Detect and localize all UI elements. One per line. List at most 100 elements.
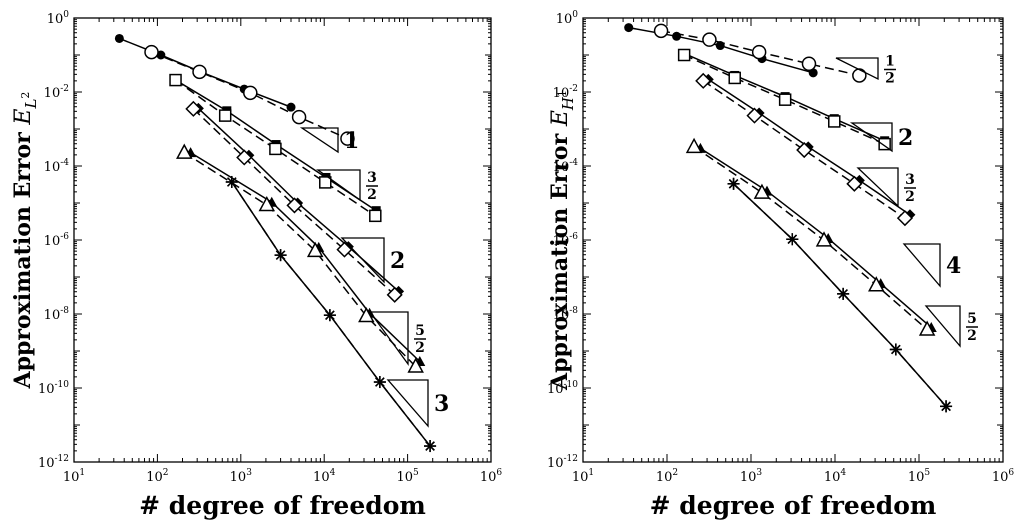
y-tick-label: 10-12 — [38, 454, 69, 471]
x-tick-label: 105 — [396, 468, 419, 485]
marker-open-diamond — [896, 210, 913, 227]
series-8 — [685, 137, 936, 336]
marker-open-circle — [852, 68, 867, 83]
series-line — [683, 54, 885, 145]
marker-open-diamond — [386, 286, 403, 303]
marker-asterisk — [274, 249, 287, 262]
marker-asterisk — [727, 177, 740, 190]
y-tick-base: 10 — [44, 160, 61, 175]
slope-label: 2 — [390, 248, 405, 274]
x-tick-exp: 4 — [840, 468, 846, 478]
marker-open-square — [369, 209, 382, 223]
y-tick-label: 10-6 — [44, 232, 70, 249]
slope-triangle-shape — [315, 169, 361, 202]
y-tick-label: 10-12 — [547, 454, 578, 471]
marker-open-triangle — [306, 241, 324, 258]
marker-open-diamond — [796, 141, 813, 159]
marker-open-triangle — [868, 276, 885, 292]
slope-triangle-shape — [340, 237, 385, 284]
series-4 — [677, 48, 891, 151]
x-tick-base: 10 — [396, 470, 413, 485]
marker-open-square — [169, 73, 182, 87]
y-tick-base: 10 — [553, 160, 570, 175]
slope-triangle-3: 32 — [856, 167, 916, 208]
slope-triangle-shape — [924, 305, 961, 348]
series-10 — [727, 177, 953, 413]
x-tick-exp: 5 — [413, 468, 419, 478]
y-tick-exp: -10 — [55, 380, 70, 390]
y-tick-exp: -8 — [569, 306, 578, 316]
marker-asterisk — [373, 376, 386, 389]
x-tick-label: 101 — [63, 468, 85, 485]
marker-asterisk — [424, 440, 437, 453]
x-tick-label: 106 — [480, 468, 503, 485]
marker-open-circle — [653, 23, 669, 39]
marker-open-circle — [291, 109, 307, 125]
axis-ticks — [73, 17, 492, 463]
marker-asterisk — [837, 287, 850, 300]
marker-open-triangle — [815, 231, 833, 247]
x-tick-exp: 1 — [79, 468, 85, 478]
y-tick-label: 10-4 — [44, 158, 70, 175]
y-tick-base: 10 — [44, 86, 61, 101]
x-tick-base: 10 — [146, 470, 163, 485]
asterisk-stroke — [728, 179, 739, 189]
slope-triangle-5: 3 — [386, 379, 449, 428]
slope-label-denominator: 2 — [967, 328, 977, 344]
y-tick-base: 10 — [556, 12, 573, 27]
marker-asterisk — [225, 175, 238, 188]
slope-label: 4 — [946, 253, 961, 279]
x-tick-exp: 4 — [330, 468, 336, 478]
x-tick-label: 103 — [230, 468, 253, 485]
marker-asterisk — [786, 233, 799, 246]
slope-triangle-3: 2 — [340, 237, 405, 284]
slope-triangle-shape — [386, 379, 429, 428]
marker-asterisk — [940, 400, 953, 413]
asterisk-stroke — [941, 401, 951, 412]
slope-triangle-shape — [835, 57, 879, 81]
marker-open-circle — [751, 44, 767, 60]
y-label-space — [10, 125, 36, 133]
asterisk-stroke — [891, 344, 901, 355]
y-tick-base: 10 — [44, 234, 61, 249]
y-tick-exp: -2 — [569, 84, 578, 94]
marker-open-triangle — [685, 137, 703, 154]
y-tick-base: 10 — [547, 382, 564, 397]
slope-label-denominator: 2 — [367, 187, 377, 203]
series-line — [231, 181, 431, 447]
marker-open-square — [677, 48, 691, 62]
marker-open-diamond — [846, 175, 863, 192]
y-tick-base: 10 — [38, 382, 55, 397]
marker-open-square — [878, 137, 891, 151]
slope-triangle-shape — [368, 311, 409, 366]
y-label-subscript: H — [559, 96, 577, 111]
marker-open-diamond — [185, 100, 202, 117]
x-tick-label: 106 — [992, 468, 1015, 485]
slope-label: 3 — [434, 391, 449, 417]
series-10 — [225, 175, 437, 453]
asterisk-stroke — [275, 250, 286, 260]
y-tick-base: 10 — [38, 456, 55, 471]
series-6 — [185, 100, 403, 303]
marker-asterisk — [323, 309, 336, 322]
slope-triangle-5: 52 — [924, 305, 978, 348]
x-tick-exp: 3 — [246, 468, 252, 478]
y-tick-base: 10 — [44, 308, 61, 323]
series-line — [733, 183, 947, 407]
x-tick-base: 10 — [908, 470, 925, 485]
slope-triangle-2: 2 — [849, 122, 913, 153]
y-tick-label: 10-4 — [553, 158, 579, 175]
marker-open-triangle — [918, 320, 936, 336]
series-line — [733, 183, 947, 407]
marker-open-square — [269, 142, 282, 156]
asterisk-stroke — [227, 177, 237, 187]
series-2 — [653, 23, 867, 83]
slope-label: 2 — [898, 125, 913, 151]
x-axis-label: # degree of freedom — [139, 491, 426, 520]
x-tick-exp: 3 — [756, 468, 762, 478]
marker-filled-circle — [624, 23, 634, 33]
marker-filled-circle — [114, 33, 124, 43]
y-tick-label: 10-10 — [547, 380, 578, 397]
marker-open-diamond — [336, 241, 353, 258]
